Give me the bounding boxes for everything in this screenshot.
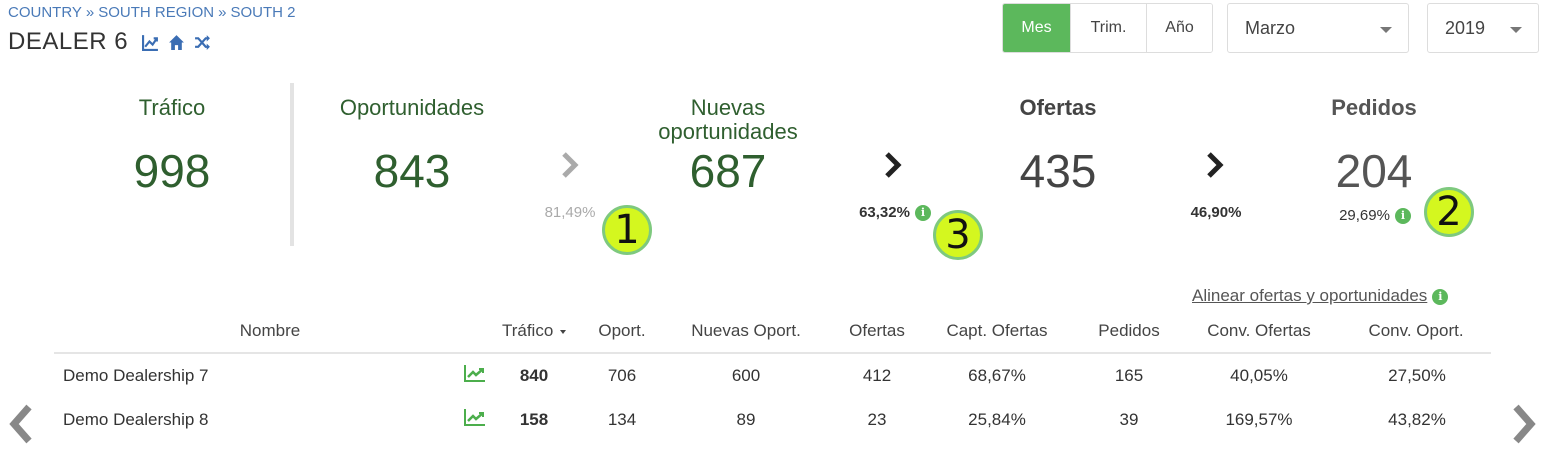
cell-trafico: 840 xyxy=(519,366,549,385)
chevron-right-icon[interactable] xyxy=(1511,403,1537,445)
cell-trafico: 158 xyxy=(519,410,549,429)
cell-ofertas: 23 xyxy=(867,410,887,429)
period-quarter-button[interactable]: Trim. xyxy=(1070,4,1146,52)
column-nombre[interactable]: Nombre xyxy=(239,321,301,340)
chevron-right-icon xyxy=(1207,152,1224,178)
cell-nuevas: 600 xyxy=(731,366,761,385)
cell-name: Demo Dealership 7 xyxy=(63,366,209,385)
period-month-button[interactable]: Mes xyxy=(1003,4,1070,52)
tutorial-marker-3: 3 xyxy=(933,210,983,260)
kpi-nuevas-label-line1: Nuevas xyxy=(690,95,766,120)
chevron-right-icon xyxy=(562,152,579,178)
kpi-oportunidades-label: Oportunidades xyxy=(339,95,485,120)
breadcrumb: COUNTRY» SOUTH REGION» SOUTH 2 xyxy=(8,4,295,21)
chevron-right-icon xyxy=(885,152,902,178)
year-select[interactable]: 2019 xyxy=(1427,3,1539,53)
kpi-nuevas-label-line2: oportunidades xyxy=(658,119,798,144)
kpi-trafico-value: 998 xyxy=(133,145,211,197)
period-toggle: Mes Trim. Año xyxy=(1002,3,1213,53)
cell-conv-ofertas: 169,57% xyxy=(1225,410,1293,429)
info-icon[interactable]: i xyxy=(1394,208,1411,225)
table-row[interactable]: Demo Dealership 7 840 706 600 412 68,67%… xyxy=(54,354,1491,398)
cell-pedidos: 165 xyxy=(1114,366,1144,385)
info-icon[interactable]: i xyxy=(914,205,931,222)
kpi-nuevas-value: 687 xyxy=(689,145,767,197)
cell-name: Demo Dealership 8 xyxy=(63,410,209,429)
column-conv-ofertas[interactable]: Conv. Ofertas xyxy=(1207,321,1311,340)
cell-conv-oport: 27,50% xyxy=(1388,366,1446,385)
line-chart-icon[interactable] xyxy=(142,34,159,51)
column-trafico[interactable]: Tráfico xyxy=(494,321,574,341)
chevron-down-icon xyxy=(1380,27,1392,33)
kpi-pedidos-value: 204 xyxy=(1335,145,1413,197)
kpi-oportunidades-value: 843 xyxy=(373,145,451,197)
kpi-nuevas-label: Nuevas oportunidades xyxy=(628,96,828,144)
cell-conv-oport: 43,82% xyxy=(1388,410,1446,429)
kpi-ofertas-label: Ofertas xyxy=(1019,95,1097,120)
sort-caret-icon xyxy=(560,329,567,334)
breadcrumb-separator: » xyxy=(218,4,227,21)
column-nuevas-oport[interactable]: Nuevas Oport. xyxy=(691,321,801,340)
kpi-pedidos-label: Pedidos xyxy=(1331,95,1417,120)
kpi-divider xyxy=(290,83,294,246)
page-title: DEALER 6 xyxy=(8,28,129,55)
cell-pedidos: 39 xyxy=(1119,410,1139,429)
period-year-button[interactable]: Año xyxy=(1146,4,1212,52)
month-select-value: Marzo xyxy=(1245,17,1296,38)
align-link-label: Alinear ofertas y oportunidades xyxy=(1192,286,1428,305)
cell-capt: 68,67% xyxy=(968,366,1026,385)
info-icon[interactable]: i xyxy=(1432,288,1449,305)
kpi-trafico-label: Tráfico xyxy=(138,95,206,120)
column-pedidos[interactable]: Pedidos xyxy=(1098,321,1160,340)
rate-trafico-oportunidades: 81,49% xyxy=(544,204,596,221)
rate-ofertas-pedidos: 46,90% xyxy=(1190,204,1242,221)
column-ofertas[interactable]: Ofertas xyxy=(849,321,905,340)
breadcrumb-separator: » xyxy=(85,4,95,21)
chevron-down-icon xyxy=(1510,27,1522,33)
tutorial-marker-2: 2 xyxy=(1424,187,1474,237)
rate-pedidos-value: 29,69% xyxy=(1339,207,1390,224)
rate-nuevas-ofertas: 63,32% i xyxy=(840,204,950,222)
page-header: DEALER 6 xyxy=(8,28,211,56)
tutorial-marker-1: 1 xyxy=(602,205,652,255)
line-chart-icon[interactable] xyxy=(464,364,486,382)
chevron-left-icon[interactable] xyxy=(8,403,34,445)
cell-conv-ofertas: 40,05% xyxy=(1230,366,1288,385)
cell-nuevas: 89 xyxy=(736,410,756,429)
cell-ofertas: 412 xyxy=(862,366,892,385)
cell-capt: 25,84% xyxy=(968,410,1026,429)
cell-oport: 706 xyxy=(607,366,637,385)
month-select[interactable]: Marzo xyxy=(1227,3,1409,53)
rate-pedidos: 29,69% i xyxy=(1320,207,1430,225)
kpi-ofertas-value: 435 xyxy=(1019,145,1097,197)
year-select-value: 2019 xyxy=(1445,17,1486,38)
shuffle-icon[interactable] xyxy=(194,34,211,51)
column-trafico-label: Tráfico xyxy=(501,321,554,340)
align-offers-opportunities-link[interactable]: Alinear ofertas y oportunidades i xyxy=(1192,286,1449,306)
line-chart-icon[interactable] xyxy=(464,408,486,426)
table-row[interactable]: Demo Dealership 8 158 134 89 23 25,84% 3… xyxy=(54,398,1491,442)
cell-oport: 134 xyxy=(607,410,637,429)
breadcrumb-country[interactable]: COUNTRY xyxy=(8,4,82,21)
breadcrumb-south-region[interactable]: SOUTH REGION xyxy=(98,4,215,21)
breadcrumb-south-2[interactable]: SOUTH 2 xyxy=(230,4,296,21)
column-conv-oport[interactable]: Conv. Oport. xyxy=(1368,321,1464,340)
rate-nuevas-ofertas-value: 63,32% xyxy=(859,204,910,221)
home-icon[interactable] xyxy=(168,34,185,51)
table-header: Nombre Tráfico Oport. Nuevas Oport. Ofer… xyxy=(54,318,1491,354)
column-oport[interactable]: Oport. xyxy=(598,321,646,340)
column-capt-ofertas[interactable]: Capt. Ofertas xyxy=(946,321,1048,340)
